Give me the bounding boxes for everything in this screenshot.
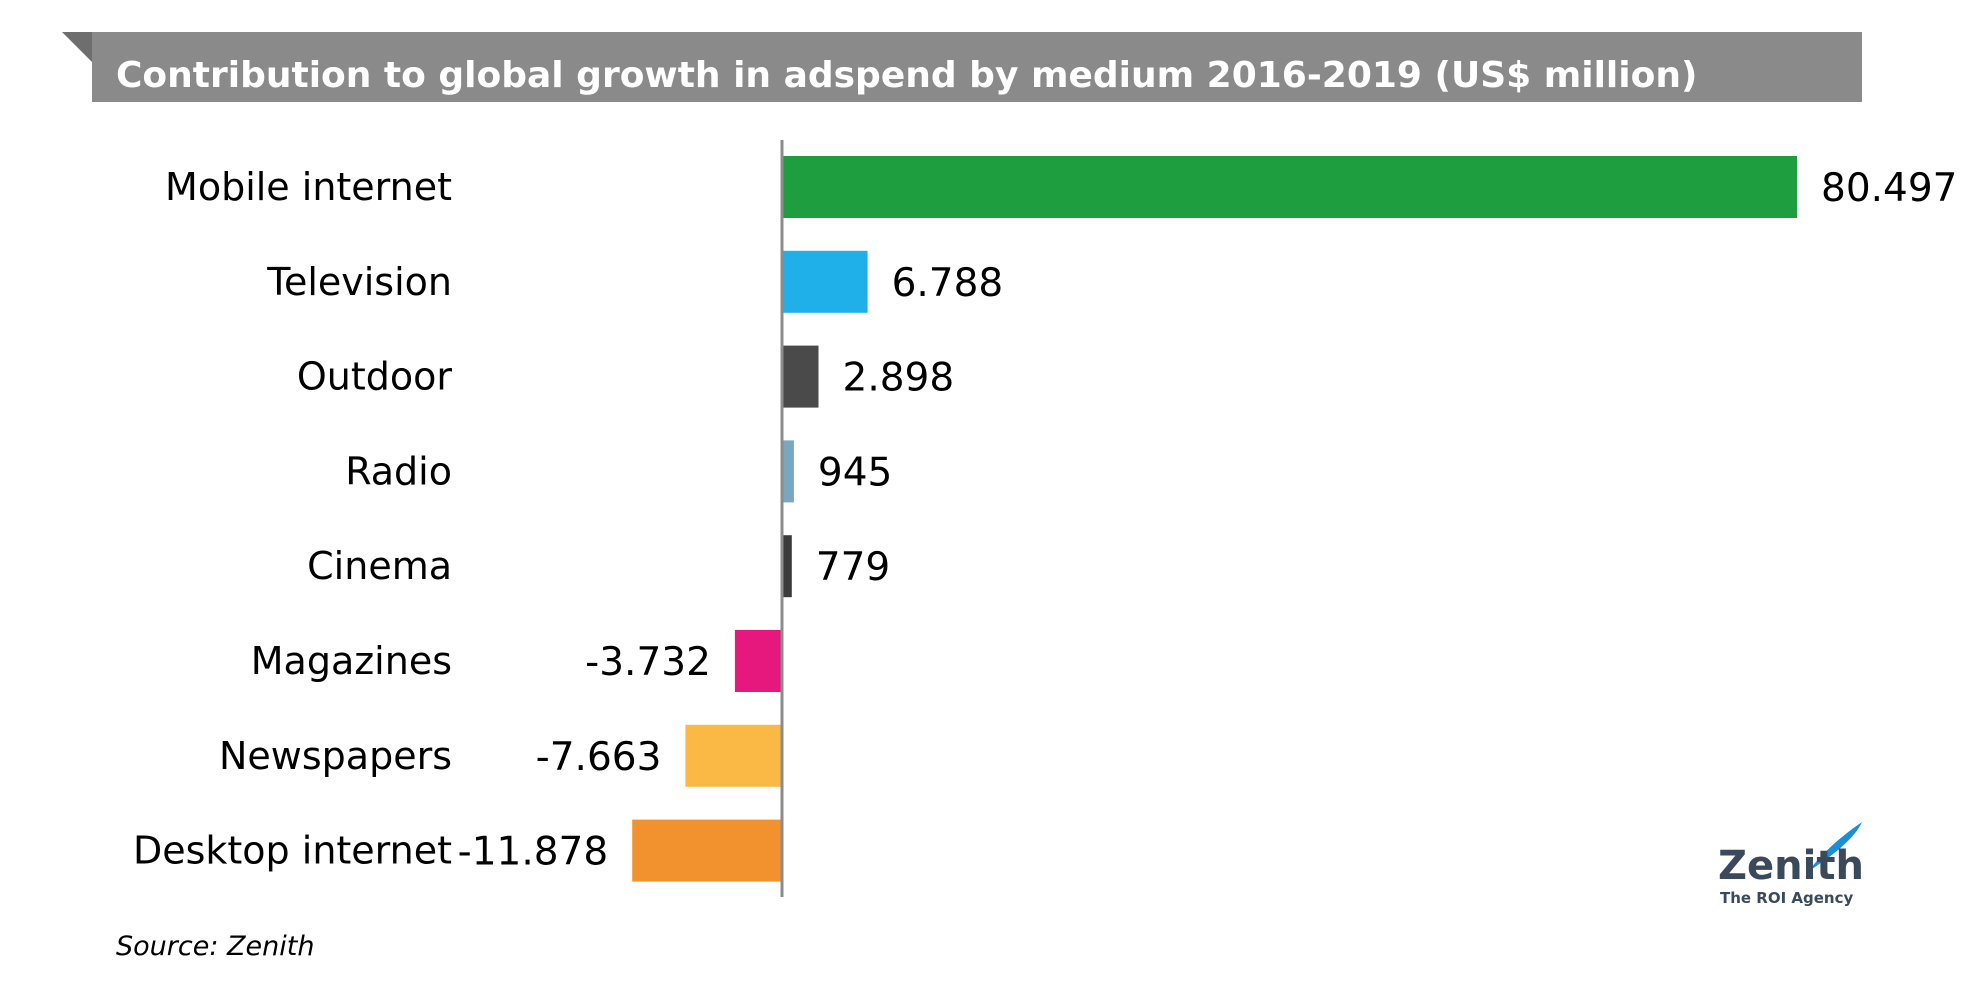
bar-radio [782, 440, 794, 503]
category-label: Television [266, 260, 452, 304]
bar-desktop-internet [632, 819, 782, 882]
data-label: 2.898 [843, 356, 955, 401]
chart-title: Contribution to global growth in adspend… [116, 55, 1697, 96]
bar-cinema [782, 535, 792, 598]
logo-tagline: The ROI Agency [1720, 889, 1854, 907]
category-label: Radio [345, 449, 452, 493]
data-label: 6.788 [892, 261, 1004, 306]
bar-magazines [734, 630, 782, 692]
title-bar: Contribution to global growth in adspend… [62, 32, 1862, 102]
bar-newspapers [685, 724, 782, 787]
zenith-logo: Zenith The ROI Agency [1718, 822, 1864, 907]
data-label: 80.497 [1821, 166, 1957, 211]
category-label: Desktop internet [133, 829, 452, 873]
bar-mobile-internet [782, 156, 1797, 218]
bars-layer [632, 156, 1797, 882]
source-note: Source: Zenith [116, 931, 314, 962]
category-label: Magazines [251, 639, 452, 683]
data-label: -7.663 [536, 735, 662, 780]
logo-name: Zenith [1718, 843, 1864, 889]
bar-outdoor [782, 345, 819, 408]
category-label: Newspapers [219, 734, 452, 778]
category-label: Mobile internet [165, 165, 452, 209]
title-bar-corner [62, 32, 92, 62]
data-label: -11.878 [458, 830, 609, 875]
data-label: -3.732 [585, 640, 711, 685]
bar-television [782, 250, 868, 313]
category-labels: Mobile internet Television Outdoor Radio Cin… [133, 165, 452, 873]
category-label: Cinema [307, 544, 452, 588]
data-label: 945 [818, 450, 892, 495]
category-label: Outdoor [297, 355, 453, 399]
data-label: 779 [816, 545, 890, 590]
title-bar-background [92, 32, 1862, 102]
logo-swoosh-icon [1808, 822, 1862, 872]
value-labels: 80.497 6.788 2.898 945 779 -3.732 -7.663 -11.87… [458, 166, 1958, 875]
